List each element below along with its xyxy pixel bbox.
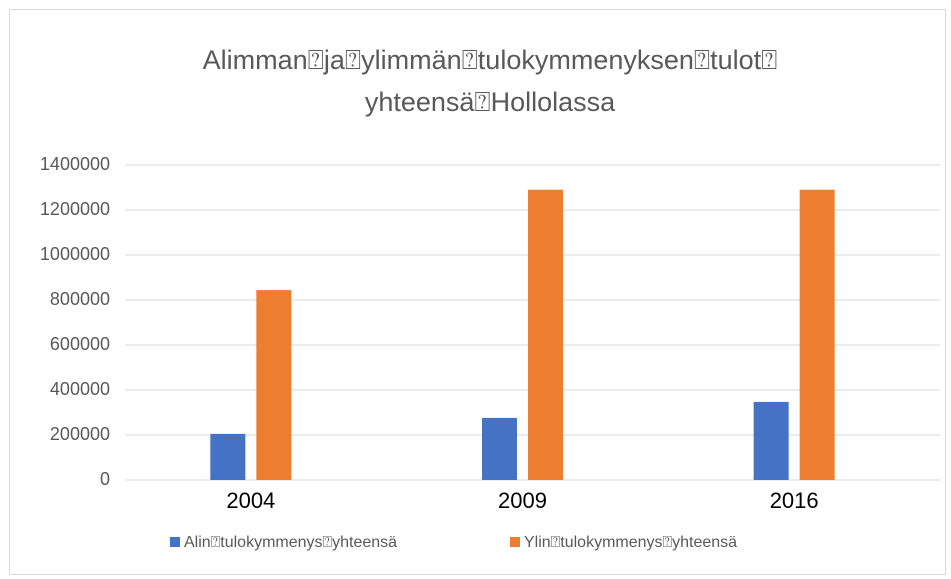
y-tick-label: 200000 — [50, 424, 110, 444]
chart-title: yhteensä⍰Hollolassa — [365, 87, 616, 117]
y-tick-label: 600000 — [50, 334, 110, 354]
x-tick-label: 2016 — [770, 488, 819, 513]
bar — [753, 401, 789, 480]
legend-swatch — [510, 537, 520, 547]
bar — [210, 433, 246, 480]
bar — [482, 417, 517, 480]
y-tick-label: 1400000 — [40, 154, 110, 174]
x-tick-label: 2009 — [498, 488, 547, 513]
x-tick-label: 2004 — [226, 488, 275, 513]
bar — [256, 290, 292, 480]
bar — [799, 189, 835, 480]
legend-label: Ylin⍰tulokymmenys⍰yhteensä — [524, 534, 737, 551]
y-tick-label: 1200000 — [40, 199, 110, 219]
legend-swatch — [170, 537, 180, 547]
y-tick-label: 400000 — [50, 379, 110, 399]
chart-title: Alimman⍰ja⍰ylimmän⍰tulokymmenyksen⍰tulot… — [203, 45, 778, 75]
y-tick-label: 0 — [100, 469, 110, 489]
bar — [528, 189, 563, 480]
y-tick-label: 1000000 — [40, 244, 110, 264]
legend-label: Alin⍰tulokymmenys⍰yhteensä — [184, 534, 397, 551]
y-tick-label: 800000 — [50, 289, 110, 309]
